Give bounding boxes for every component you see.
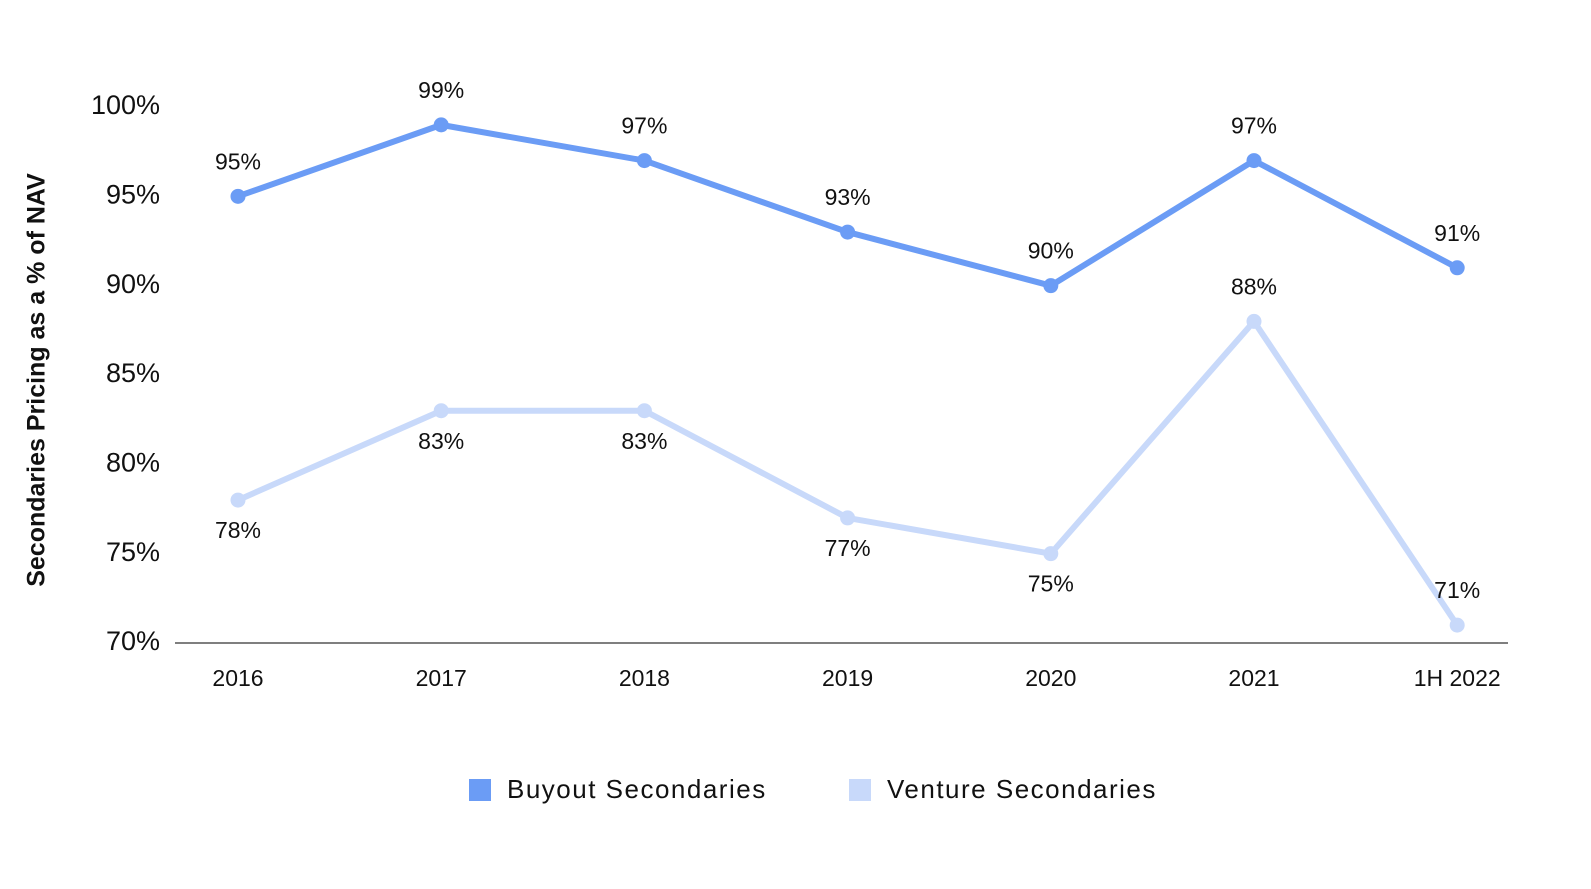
- x-tick-label: 2017: [416, 665, 467, 691]
- point: [433, 117, 449, 133]
- legend-swatch: [469, 779, 491, 801]
- legend-swatch: [849, 779, 871, 801]
- x-tick-label: 2020: [1025, 665, 1076, 691]
- y-tick-label: 95%: [106, 179, 160, 209]
- point: [1246, 313, 1262, 329]
- data-label: 95%: [215, 148, 261, 174]
- x-tick-label: 2021: [1228, 665, 1279, 691]
- data-label: 75%: [1028, 571, 1074, 597]
- data-label: 97%: [1231, 113, 1277, 139]
- point: [433, 403, 449, 419]
- data-label: 83%: [621, 428, 667, 454]
- data-label: 83%: [418, 428, 464, 454]
- point: [636, 403, 652, 419]
- x-tick-label: 2018: [619, 665, 670, 691]
- data-label: 78%: [215, 517, 261, 543]
- data-label: 99%: [418, 77, 464, 103]
- point: [1449, 617, 1465, 633]
- point: [230, 188, 246, 204]
- data-label: 77%: [825, 535, 871, 561]
- y-tick-label: 85%: [106, 358, 160, 388]
- data-label: 97%: [621, 113, 667, 139]
- legend-label: Venture Secondaries: [887, 774, 1157, 804]
- x-tick-label: 2016: [212, 665, 263, 691]
- y-tick-label: 80%: [106, 447, 160, 477]
- y-tick-label: 70%: [106, 626, 160, 656]
- point: [1246, 153, 1262, 169]
- point: [636, 153, 652, 169]
- y-tick-label: 100%: [91, 90, 160, 120]
- y-axis-title: Secondaries Pricing as a % of NAV: [23, 173, 51, 587]
- point: [840, 510, 856, 526]
- point: [1449, 260, 1465, 276]
- point: [1043, 278, 1059, 294]
- y-tick-label: 75%: [106, 537, 160, 567]
- point: [840, 224, 856, 240]
- point: [230, 492, 246, 508]
- x-tick-label: 2019: [822, 665, 873, 691]
- data-label: 91%: [1434, 220, 1480, 246]
- y-tick-label: 90%: [106, 269, 160, 299]
- data-label: 90%: [1028, 238, 1074, 264]
- point: [1043, 546, 1059, 562]
- legend-label: Buyout Secondaries: [507, 774, 767, 804]
- data-label: 93%: [825, 184, 871, 210]
- x-tick-label: 1H 2022: [1414, 665, 1501, 691]
- data-label: 71%: [1434, 577, 1480, 603]
- series-line: [236, 318, 1460, 627]
- data-label: 88%: [1231, 273, 1277, 299]
